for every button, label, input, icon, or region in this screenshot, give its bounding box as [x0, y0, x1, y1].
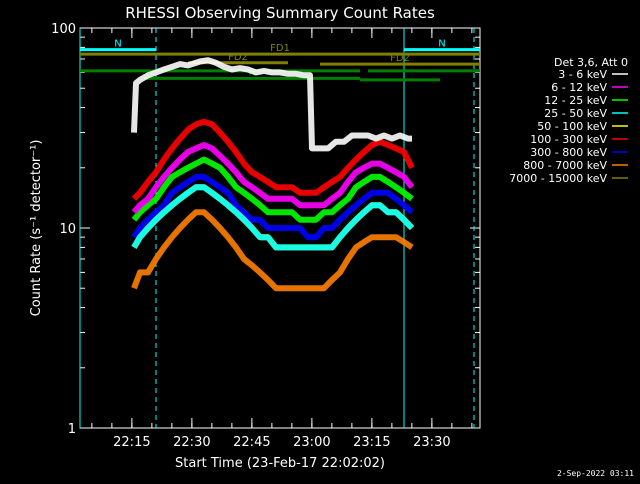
state-bar-label: FD1	[270, 43, 290, 54]
legend-entry-label: 7000 - 15000 keV	[509, 172, 607, 185]
x-tick-label: 22:45	[233, 435, 270, 450]
x-tick-label: 22:30	[173, 435, 210, 450]
state-bar-label: N	[438, 39, 445, 50]
y-tick-label: 10	[59, 222, 76, 237]
series-line	[131, 184, 415, 251]
series-line	[131, 57, 412, 152]
state-bar-label: FD2	[390, 53, 410, 64]
y-tick-label: 1	[68, 422, 76, 437]
series-line	[131, 173, 414, 241]
state-bar-label: N	[114, 39, 121, 50]
series-line	[131, 209, 414, 292]
legend-entry-label: 300 - 800 keV	[530, 146, 607, 159]
x-tick-label: 23:00	[293, 435, 330, 450]
legend-entry-label: 12 - 25 keV	[544, 94, 607, 107]
legend-entry-label: 800 - 7000 keV	[523, 159, 607, 172]
legend-entry-label: 6 - 12 keV	[551, 81, 607, 94]
x-axis-label: Start Time (23-Feb-17 22:02:02)	[175, 456, 385, 471]
legend-title: Det 3,6, Att 0	[554, 56, 628, 69]
timestamp-footer: 2-Sep-2022 03:11	[556, 469, 634, 478]
plot-area: 1 10 100 22:15 22:30 22:45 23:00 23:15 23:30 N N FD…	[51, 22, 481, 450]
x-tick-label: 22:15	[113, 435, 150, 450]
y-axis-label: Count Rate (s⁻¹ detector⁻¹)	[29, 140, 44, 317]
legend-entry-label: 50 - 100 keV	[537, 120, 607, 133]
y-tick-label: 100	[51, 22, 76, 37]
x-tick-label: 23:30	[413, 435, 450, 450]
legend-entry-label: 25 - 50 keV	[544, 107, 607, 120]
legend-entry-label: 3 - 6 keV	[558, 68, 607, 81]
series-line	[131, 142, 415, 215]
state-bar-label: FD2	[228, 52, 248, 63]
chart-title: RHESSI Observing Summary Count Rates	[125, 4, 435, 22]
legend-entry-label: 100 - 300 keV	[530, 133, 607, 146]
series-line	[131, 156, 414, 223]
series-line	[131, 118, 415, 201]
x-tick-label: 23:15	[353, 435, 390, 450]
